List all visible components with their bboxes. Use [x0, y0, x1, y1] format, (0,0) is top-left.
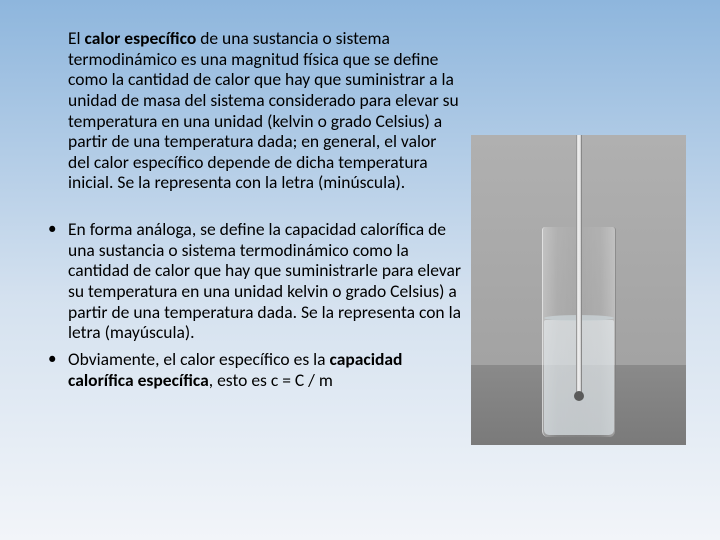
image-column	[461, 28, 686, 512]
bullet1-text: En forma análoga, se define la capacidad…	[68, 218, 461, 343]
photo-thermometer	[576, 135, 582, 395]
slide: El calor específico de una sustancia o s…	[0, 0, 720, 540]
para1-bold-term: calor específico	[85, 27, 197, 49]
definition-paragraph: El calor específico de una sustancia o s…	[68, 28, 461, 193]
bullet2-rest: , esto es c = C / m	[209, 369, 333, 391]
photo-thermometer-bulb	[574, 391, 584, 401]
para1-rest: de una sustancia o sistema termodinámico…	[68, 27, 459, 193]
bullet-list: En forma análoga, se define la capacidad…	[34, 219, 461, 390]
thermometer-photo	[471, 135, 686, 445]
bullet-item-2: Obviamente, el calor específico es la ca…	[34, 349, 461, 390]
text-column: El calor específico de una sustancia o s…	[34, 28, 461, 512]
bullet-item-1: En forma análoga, se define la capacidad…	[34, 219, 461, 343]
bullet2-prefix: Obviamente, el calor específico es la	[68, 348, 329, 370]
para1-prefix: El	[68, 27, 85, 49]
